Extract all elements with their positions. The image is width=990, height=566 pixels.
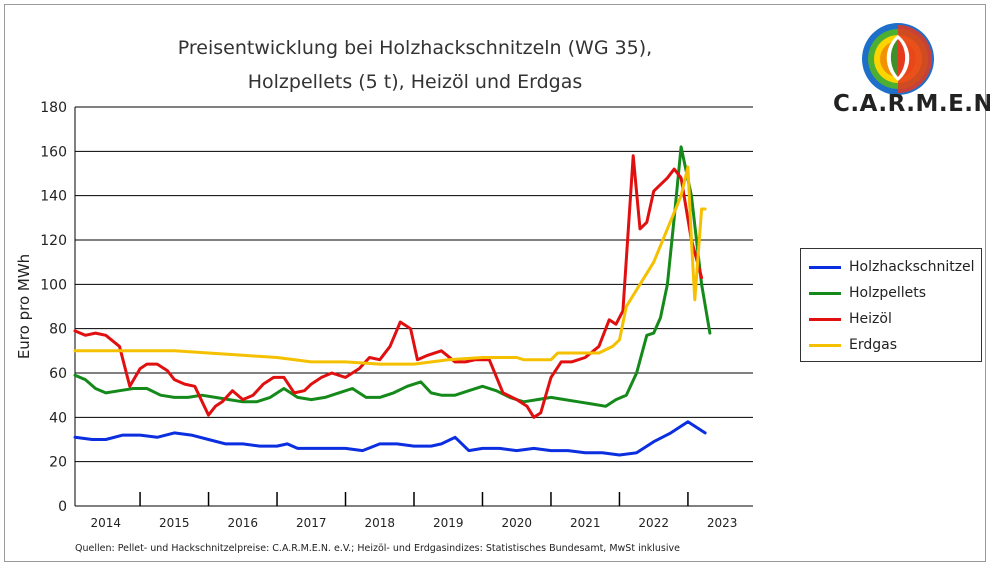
x-tick-label: 2021 xyxy=(570,516,601,530)
legend-label: Erdgas xyxy=(849,337,898,353)
carmen-logo-icon xyxy=(862,23,934,95)
y-tick-label: 140 xyxy=(40,189,67,205)
logo-text: C.A.R.M.E.N. xyxy=(833,91,990,117)
x-tick-label: 2017 xyxy=(296,516,327,530)
y-tick-label: 60 xyxy=(49,366,67,382)
x-tick-label: 2019 xyxy=(433,516,464,530)
series-line-heizöl xyxy=(73,154,704,419)
y-tick-label: 80 xyxy=(49,322,67,338)
y-tick-label: 20 xyxy=(49,455,67,471)
legend: Holzhackschnitzel Holzpellets Heizöl Erd… xyxy=(800,248,982,362)
legend-item-heizoel: Heizöl xyxy=(809,309,892,329)
legend-item-holzpellets: Holzpellets xyxy=(809,283,926,303)
legend-label: Holzhackschnitzel xyxy=(849,259,975,275)
y-tick-label: 100 xyxy=(40,277,67,293)
y-tick-label: 40 xyxy=(49,410,67,426)
x-tick-label: 2018 xyxy=(364,516,395,530)
legend-swatch xyxy=(809,265,841,269)
series-line-holzhackschnitzel xyxy=(73,420,707,457)
x-tick-label: 2015 xyxy=(159,516,190,530)
x-tick-label: 2016 xyxy=(228,516,259,530)
y-axis-label: Euro pro MWh xyxy=(15,254,33,359)
legend-label: Heizöl xyxy=(849,311,892,327)
legend-label: Holzpellets xyxy=(849,285,927,301)
x-tick-label: 2020 xyxy=(501,516,532,530)
series-line-erdgas xyxy=(73,165,707,366)
legend-item-erdgas: Erdgas xyxy=(809,335,897,355)
y-tick-label: 160 xyxy=(40,144,67,160)
y-tick-label: 0 xyxy=(58,499,67,515)
legend-item-holzhackschnitzel: Holzhackschnitzel xyxy=(809,257,975,277)
source-note: Quellen: Pellet- und Hackschnitzelpreise… xyxy=(75,543,680,554)
legend-swatch xyxy=(809,343,841,347)
x-tick-label: 2022 xyxy=(638,516,669,530)
chart-title-line2: Holzpellets (5 t), Heizöl und Erdgas xyxy=(247,71,583,93)
chart-title-line1: Preisentwicklung bei Holzhackschnitzeln … xyxy=(177,37,653,59)
chart-plot-area: 0 20 40 60 80 100 120 140 160 180 2014 2015 2016 2017… xyxy=(15,100,753,530)
legend-swatch xyxy=(809,317,841,321)
y-tick-label: 120 xyxy=(40,233,67,249)
chart-frame: Preisentwicklung bei Holzhackschnitzeln … xyxy=(4,4,990,562)
legend-swatch xyxy=(809,291,841,295)
y-tick-label: 180 xyxy=(40,100,67,116)
x-tick-label: 2014 xyxy=(91,516,122,530)
series-line-holzpellets xyxy=(73,145,712,408)
x-tick-label: 2023 xyxy=(707,516,738,530)
